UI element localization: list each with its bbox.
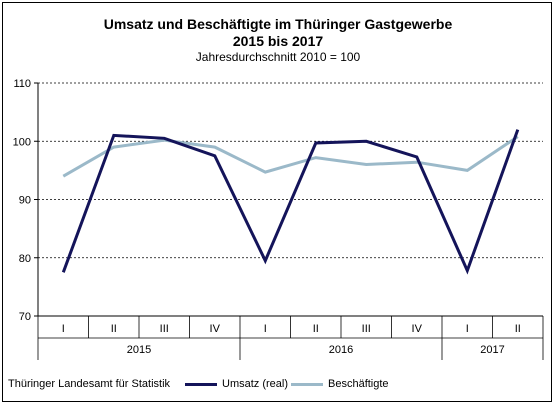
source-note: Thüringer Landesamt für Statistik [8, 378, 171, 390]
chart-title-line-1: Umsatz und Beschäftigte im Thüringer Gas… [103, 16, 453, 32]
legend-swatch-umsatz [185, 382, 217, 386]
x-tick-label-0: I [62, 323, 65, 335]
chart-frame [2, 2, 552, 402]
x-tick-label-4: I [264, 323, 267, 335]
year-label-2017: 2017 [480, 344, 504, 356]
year-label-2015: 2015 [127, 344, 151, 356]
year-label-2016: 2016 [329, 344, 353, 356]
chart-subtitle: Jahresdurchschnitt 2010 = 100 [195, 50, 361, 64]
series-line-0 [61, 129, 520, 275]
y-tick-label-100: 100 [13, 136, 31, 148]
x-tick-label-1: II [111, 323, 117, 335]
x-tick-label-9: II [515, 323, 521, 335]
x-tick-label-8: I [466, 323, 469, 335]
y-tick-label-90: 90 [19, 195, 31, 207]
legend-swatch-beschaeftigte [291, 382, 323, 386]
legend-item-beschaeftigte: Beschäftigte [291, 378, 389, 390]
x-tick-label-5: II [313, 323, 319, 335]
x-tick-label-2: III [160, 323, 169, 335]
chart-title: Umsatz und Beschäftigte im Thüringer Gas… [0, 16, 556, 50]
legend-item-umsatz: Umsatz (real) [185, 378, 288, 390]
series-line-1 [62, 135, 519, 178]
x-tick-label-3: IV [210, 323, 221, 335]
chart-title-line-2: 2015 bis 2017 [232, 33, 324, 49]
x-tick-label-6: III [362, 323, 371, 335]
y-tick-label-70: 70 [19, 311, 31, 323]
y-tick-label-80: 80 [19, 253, 31, 265]
legend-label-umsatz: Umsatz (real) [222, 378, 289, 390]
legend-label-beschaeftigte: Beschäftigte [328, 378, 389, 390]
x-tick-label-7: IV [412, 323, 423, 335]
y-tick-label-110: 110 [13, 78, 31, 90]
